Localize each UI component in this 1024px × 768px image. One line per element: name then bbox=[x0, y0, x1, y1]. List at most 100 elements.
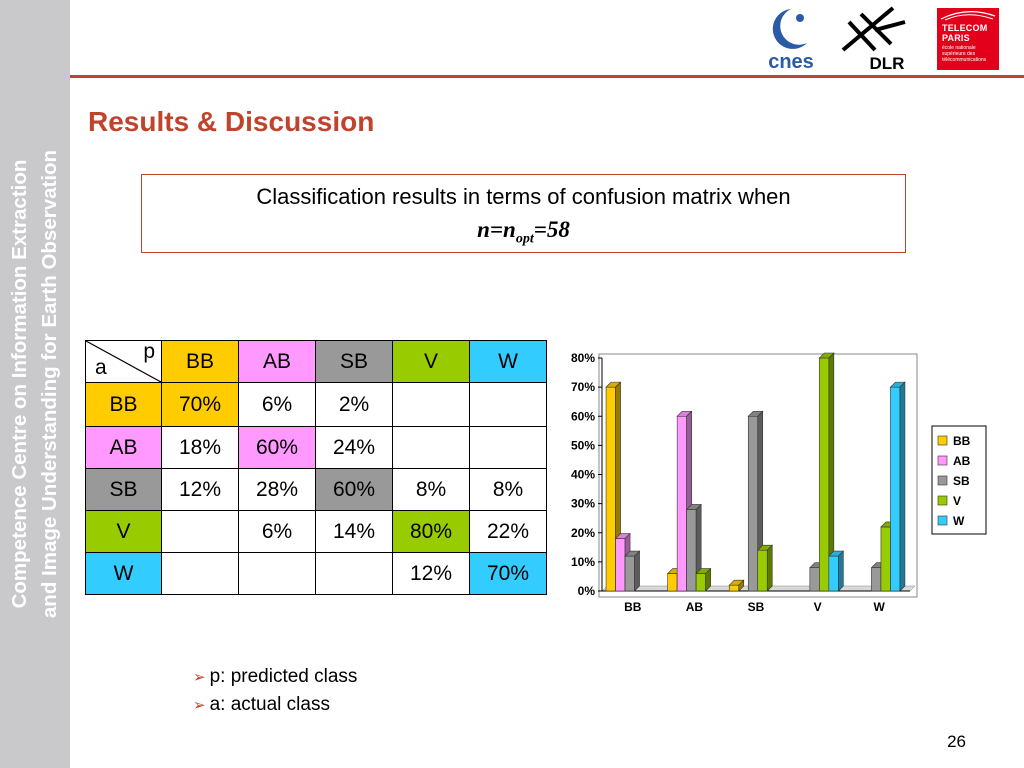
formula-subscript: opt bbox=[515, 231, 534, 247]
matrix-cell bbox=[161, 552, 239, 595]
bar bbox=[747, 415, 759, 592]
bar-side bbox=[899, 381, 906, 592]
matrix-cell bbox=[238, 552, 316, 595]
y-tick-label: 20% bbox=[571, 526, 595, 540]
matrix-row: AB 18% 60% 24% bbox=[85, 426, 547, 469]
matrix-cell bbox=[161, 510, 239, 553]
matrix-cell: 60% bbox=[238, 426, 316, 469]
x-tick-label: AB bbox=[686, 600, 704, 614]
matrix-cell: 6% bbox=[238, 382, 316, 427]
cnes-logo-text: cnes bbox=[768, 51, 814, 71]
bar bbox=[809, 567, 820, 592]
bar bbox=[624, 555, 635, 592]
y-tick-label: 40% bbox=[571, 468, 595, 482]
legend-label: AB bbox=[953, 454, 971, 468]
bar bbox=[728, 584, 740, 592]
matrix-cell: 2% bbox=[315, 382, 393, 427]
bullet-item: ➢ a: actual class bbox=[193, 691, 357, 719]
bar-side bbox=[634, 550, 640, 592]
matrix-corner-cell: p a bbox=[85, 340, 162, 383]
matrix-row: SB 12% 28% 60% 8% 8% bbox=[85, 468, 547, 511]
bar-chart: 0%10%20%30%40%50%60%70%80%BB AB SB V WBBABSB… bbox=[571, 351, 987, 614]
legend-label: SB bbox=[953, 474, 970, 488]
bar-side bbox=[738, 579, 745, 592]
legend-swatch bbox=[937, 435, 948, 446]
bar bbox=[880, 526, 891, 592]
matrix-row-label-sb: SB bbox=[85, 468, 162, 511]
matrix-row: V 6% 14% 80% 22% bbox=[85, 510, 547, 553]
legend-swatch bbox=[937, 455, 948, 466]
matrix-row: BB 70% 6% 2% bbox=[85, 382, 547, 427]
slide-title: Results & Discussion bbox=[88, 106, 375, 137]
telecom-logo-line2: PARIS bbox=[942, 33, 970, 43]
sidebar-text: Competence Centre on Information Extract… bbox=[5, 4, 65, 764]
bar bbox=[695, 573, 706, 592]
bar bbox=[686, 509, 697, 592]
sidebar: Competence Centre on Information Extract… bbox=[0, 0, 70, 768]
legend-notes: ➢ p: predicted class ➢ a: actual class bbox=[193, 663, 357, 719]
corner-label-actual: a bbox=[95, 356, 107, 379]
matrix-cell: 12% bbox=[392, 552, 470, 595]
matrix-cell: 24% bbox=[315, 426, 393, 469]
bar bbox=[605, 386, 616, 592]
caption-box: Classification results in terms of confu… bbox=[141, 174, 906, 253]
telecom-logo-line1: TELECOM bbox=[942, 23, 988, 33]
matrix-row-label-bb: BB bbox=[85, 382, 162, 427]
telecom-paris-logo: TELECOM PARIS école nationale supérieure… bbox=[937, 8, 999, 70]
caption-text: Classification results in terms of confu… bbox=[256, 184, 791, 209]
bar bbox=[615, 538, 626, 592]
y-tick-label: 80% bbox=[571, 351, 595, 365]
sidebar-line-2: and Image Understanding for Earth Observ… bbox=[38, 149, 61, 619]
x-tick-label: W bbox=[874, 600, 886, 614]
bar-side bbox=[705, 567, 711, 592]
matrix-cell: 14% bbox=[315, 510, 393, 553]
legend-swatch bbox=[937, 495, 948, 506]
matrix-cell: 22% bbox=[469, 510, 547, 553]
formula-left: n=n bbox=[477, 217, 516, 242]
matrix-cell bbox=[469, 382, 547, 427]
matrix-cell: 70% bbox=[469, 552, 547, 595]
matrix-cell: 8% bbox=[392, 468, 470, 511]
matrix-cell: 28% bbox=[238, 468, 316, 511]
y-tick-label: 30% bbox=[571, 497, 595, 511]
caption-formula: n=nopt=58 bbox=[142, 217, 905, 248]
bar bbox=[828, 555, 839, 592]
bar-side bbox=[766, 544, 773, 592]
legend-swatch bbox=[937, 515, 948, 526]
matrix-cell: 70% bbox=[161, 382, 239, 427]
arrow-bullet-icon: ➢ bbox=[193, 697, 206, 714]
confusion-matrix-table: p a BB AB SB V W BB 70% 6% 2% AB 18% 60% 24% SB 12% 28… bbox=[85, 340, 547, 595]
matrix-header-v: V bbox=[392, 340, 470, 383]
x-tick-label: V bbox=[814, 600, 822, 614]
matrix-cell: 80% bbox=[392, 510, 470, 553]
y-tick-label: 10% bbox=[571, 555, 595, 569]
corner-label-predicted: p bbox=[143, 340, 155, 363]
bar bbox=[667, 573, 678, 592]
matrix-row: W 12% 70% bbox=[85, 552, 547, 595]
matrix-cell bbox=[315, 552, 393, 595]
bullet-item: ➢ p: predicted class bbox=[193, 663, 357, 691]
bar-side bbox=[838, 550, 844, 592]
matrix-cell: 18% bbox=[161, 426, 239, 469]
matrix-row-label-w: W bbox=[85, 552, 162, 595]
sidebar-line-1: Competence Centre on Information Extract… bbox=[8, 159, 31, 609]
bar bbox=[757, 549, 768, 592]
matrix-cell bbox=[392, 382, 470, 427]
bar bbox=[676, 415, 687, 592]
matrix-cell: 60% bbox=[315, 468, 393, 511]
bar bbox=[819, 357, 830, 592]
matrix-cell bbox=[469, 426, 547, 469]
matrix-header-sb: SB bbox=[315, 340, 393, 383]
page-number: 26 bbox=[947, 732, 966, 751]
telecom-logo-line3: école nationale supérieure des télécommu… bbox=[942, 45, 987, 63]
matrix-header-bb: BB bbox=[161, 340, 239, 383]
legend-label: V bbox=[953, 494, 961, 508]
legend-label: W bbox=[953, 514, 965, 528]
matrix-row-label-v: V bbox=[85, 510, 162, 553]
matrix-header-w: W bbox=[469, 340, 547, 383]
matrix-header-ab: AB bbox=[238, 340, 316, 383]
y-tick-label: 70% bbox=[571, 380, 595, 394]
bullet-text: p: predicted class bbox=[209, 666, 358, 687]
dlr-logo: DLR bbox=[841, 6, 906, 72]
cnes-logo: cnes bbox=[768, 9, 814, 71]
